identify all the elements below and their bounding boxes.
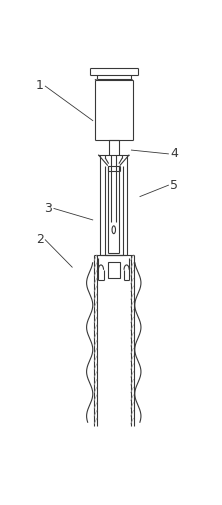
- Text: 4: 4: [170, 147, 178, 161]
- Text: 3: 3: [44, 202, 52, 215]
- Text: 2: 2: [36, 233, 44, 246]
- Bar: [108, 262, 120, 278]
- Text: 5: 5: [170, 179, 178, 191]
- Text: 1: 1: [36, 79, 44, 92]
